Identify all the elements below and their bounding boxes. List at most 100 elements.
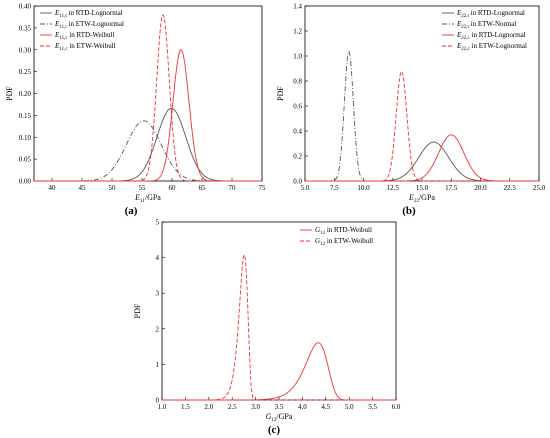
series-line bbox=[162, 342, 396, 401]
chart-panel-2: 5.0 7.5 10.0 12.5 15.0 17.5 20.0 22.5 25.0 0.0 0.2… bbox=[276, 3, 546, 218]
chart-panel-3: 1.0 1.5 2.0 2.5 3.0 3.5 4.0 4.5 5.0 5.5 6.0012345P… bbox=[133, 219, 401, 437]
y-tick-label: 0.40 bbox=[19, 3, 32, 11]
x-tick-label: 50 bbox=[109, 184, 117, 192]
legend-entry-subscript: 22,t bbox=[461, 14, 469, 19]
x-axis-title-text: /GPa bbox=[145, 193, 161, 202]
x-tick-label: 55 bbox=[139, 184, 147, 192]
legend-entry-subscript: 11,t bbox=[59, 14, 67, 19]
legend-entry-text: in ETW-Lognormal bbox=[470, 42, 527, 50]
panel-label: (b) bbox=[402, 205, 416, 217]
x-tick-label: 7.5 bbox=[330, 184, 339, 192]
legend-entry-symbol: E bbox=[456, 9, 462, 17]
panel-label: (a) bbox=[125, 205, 138, 217]
y-tick-label: 0.25 bbox=[19, 68, 32, 76]
y-tick-label: 0 bbox=[156, 397, 160, 405]
y-tick-label: 0.10 bbox=[19, 134, 32, 142]
y-axis-title: PDF bbox=[133, 303, 142, 318]
x-tick-label: 60 bbox=[169, 184, 177, 192]
legend-entry: E22,t in ETW-Normal bbox=[456, 20, 516, 30]
legend-entry: E11,c in ETW-Weibull bbox=[54, 42, 116, 52]
y-tick-label: 0.00 bbox=[19, 178, 32, 186]
legend-entry-text: in RTD-Weibull bbox=[68, 31, 115, 39]
y-axis-title: PDF bbox=[5, 86, 14, 101]
y-tick-label: 1.2 bbox=[293, 28, 302, 36]
y-tick-label: 0.0 bbox=[293, 178, 302, 186]
legend-entry-symbol: G bbox=[315, 226, 320, 234]
x-tick-label: 4.0 bbox=[298, 403, 307, 411]
y-tick-label: 1.0 bbox=[293, 53, 302, 61]
x-tick-label: 20.0 bbox=[474, 184, 487, 192]
y-tick-label: 1.4 bbox=[293, 3, 302, 11]
x-axis-title-symbol: E bbox=[134, 193, 140, 202]
legend-entry: G12 in RTD-Weibull bbox=[315, 226, 372, 236]
legend-entry-symbol: E bbox=[456, 20, 462, 28]
legend-entry: E22,t in RTD-Lognormal bbox=[456, 9, 525, 19]
x-axis-title-symbol: G bbox=[266, 412, 272, 421]
y-tick-label: 0.2 bbox=[293, 153, 302, 161]
chart-panel-1: 40 45 50 55 60 65 70 75 0.00 0.05 0.10 0.15 0.20 0.25… bbox=[5, 3, 266, 218]
legend-entry-text: in RTD-Lognormal bbox=[469, 9, 525, 17]
y-tick-label: 0.15 bbox=[19, 112, 32, 120]
legend-entry-symbol: E bbox=[456, 31, 462, 39]
legend-entry-symbol: E bbox=[54, 20, 60, 28]
legend-entry: E22,c in RTD-Lognormal bbox=[456, 31, 526, 41]
x-axis-title: E11/GPa bbox=[134, 193, 161, 204]
x-axis-title-text: /GPa bbox=[419, 193, 435, 202]
legend-entry-subscript: 22,t bbox=[461, 25, 469, 30]
x-axis-title-text: /GPa bbox=[276, 412, 292, 421]
series-line bbox=[34, 120, 262, 182]
y-tick-label: 0.05 bbox=[19, 156, 32, 164]
series-line bbox=[34, 14, 262, 182]
legend-entry-symbol: E bbox=[54, 42, 60, 50]
legend-entry-subscript: 11,c bbox=[59, 36, 68, 41]
x-tick-label: 45 bbox=[79, 184, 87, 192]
x-tick-label: 17.5 bbox=[445, 184, 458, 192]
legend-entry-text: in ETW-Weibull bbox=[68, 42, 116, 50]
y-tick-label: 0.4 bbox=[293, 128, 302, 136]
legend-entry: E11,t in ETW-Lognormal bbox=[54, 20, 124, 30]
plot-frame bbox=[161, 221, 397, 401]
x-axis-title: G12/GPa bbox=[266, 412, 293, 423]
y-tick-label: 0.30 bbox=[19, 46, 32, 54]
x-tick-label: 5.5 bbox=[368, 403, 377, 411]
x-axis-title: E22/GPa bbox=[408, 193, 435, 204]
legend-entry-text: in ETW-Lognormal bbox=[67, 20, 124, 28]
series-line bbox=[162, 254, 396, 401]
y-tick-label: 5 bbox=[156, 219, 160, 227]
legend-entry-subscript: 22,c bbox=[461, 36, 470, 41]
y-tick-label: 0.20 bbox=[19, 90, 32, 98]
y-tick-label: 0.8 bbox=[293, 78, 302, 86]
legend-entry-subscript: 11,c bbox=[59, 47, 68, 52]
series-line bbox=[305, 70, 539, 182]
legend-entry-text: in RTD-Lognormal bbox=[470, 31, 526, 39]
x-tick-label: 70 bbox=[229, 184, 237, 192]
panel-label: (c) bbox=[268, 424, 281, 436]
x-axis-title-subscript: 22 bbox=[414, 199, 420, 204]
legend-entry-text: in RTD-Weibull bbox=[325, 226, 372, 234]
legend-entry: E11,t in RTD-Lognormal bbox=[54, 9, 123, 19]
y-axis-title: PDF bbox=[276, 86, 285, 101]
y-tick-label: 1 bbox=[156, 361, 160, 369]
x-tick-label: 40 bbox=[49, 184, 57, 192]
legend-entry-text: in ETW-Normal bbox=[469, 20, 516, 28]
y-tick-label: 2 bbox=[156, 325, 160, 333]
legend-entry-subscript: 11,t bbox=[59, 25, 67, 30]
x-tick-label: 3.0 bbox=[251, 403, 260, 411]
x-tick-label: 10.0 bbox=[357, 184, 370, 192]
legend-entry-symbol: E bbox=[54, 9, 60, 17]
x-axis-title-symbol: E bbox=[408, 193, 414, 202]
legend-entry-symbol: G bbox=[315, 237, 320, 245]
legend-entry-text: in RTD-Lognormal bbox=[67, 9, 123, 17]
legend-entry-text: in ETW-Weibull bbox=[325, 237, 373, 245]
series-line bbox=[305, 50, 539, 182]
x-tick-label: 22.5 bbox=[504, 184, 517, 192]
y-tick-label: 4 bbox=[156, 254, 160, 262]
y-tick-label: 3 bbox=[156, 290, 160, 298]
x-tick-label: 5.0 bbox=[345, 403, 354, 411]
legend-entry-subscript: 12 bbox=[320, 242, 326, 247]
x-tick-label: 2.0 bbox=[204, 403, 213, 411]
x-tick-label: 75 bbox=[259, 184, 267, 192]
